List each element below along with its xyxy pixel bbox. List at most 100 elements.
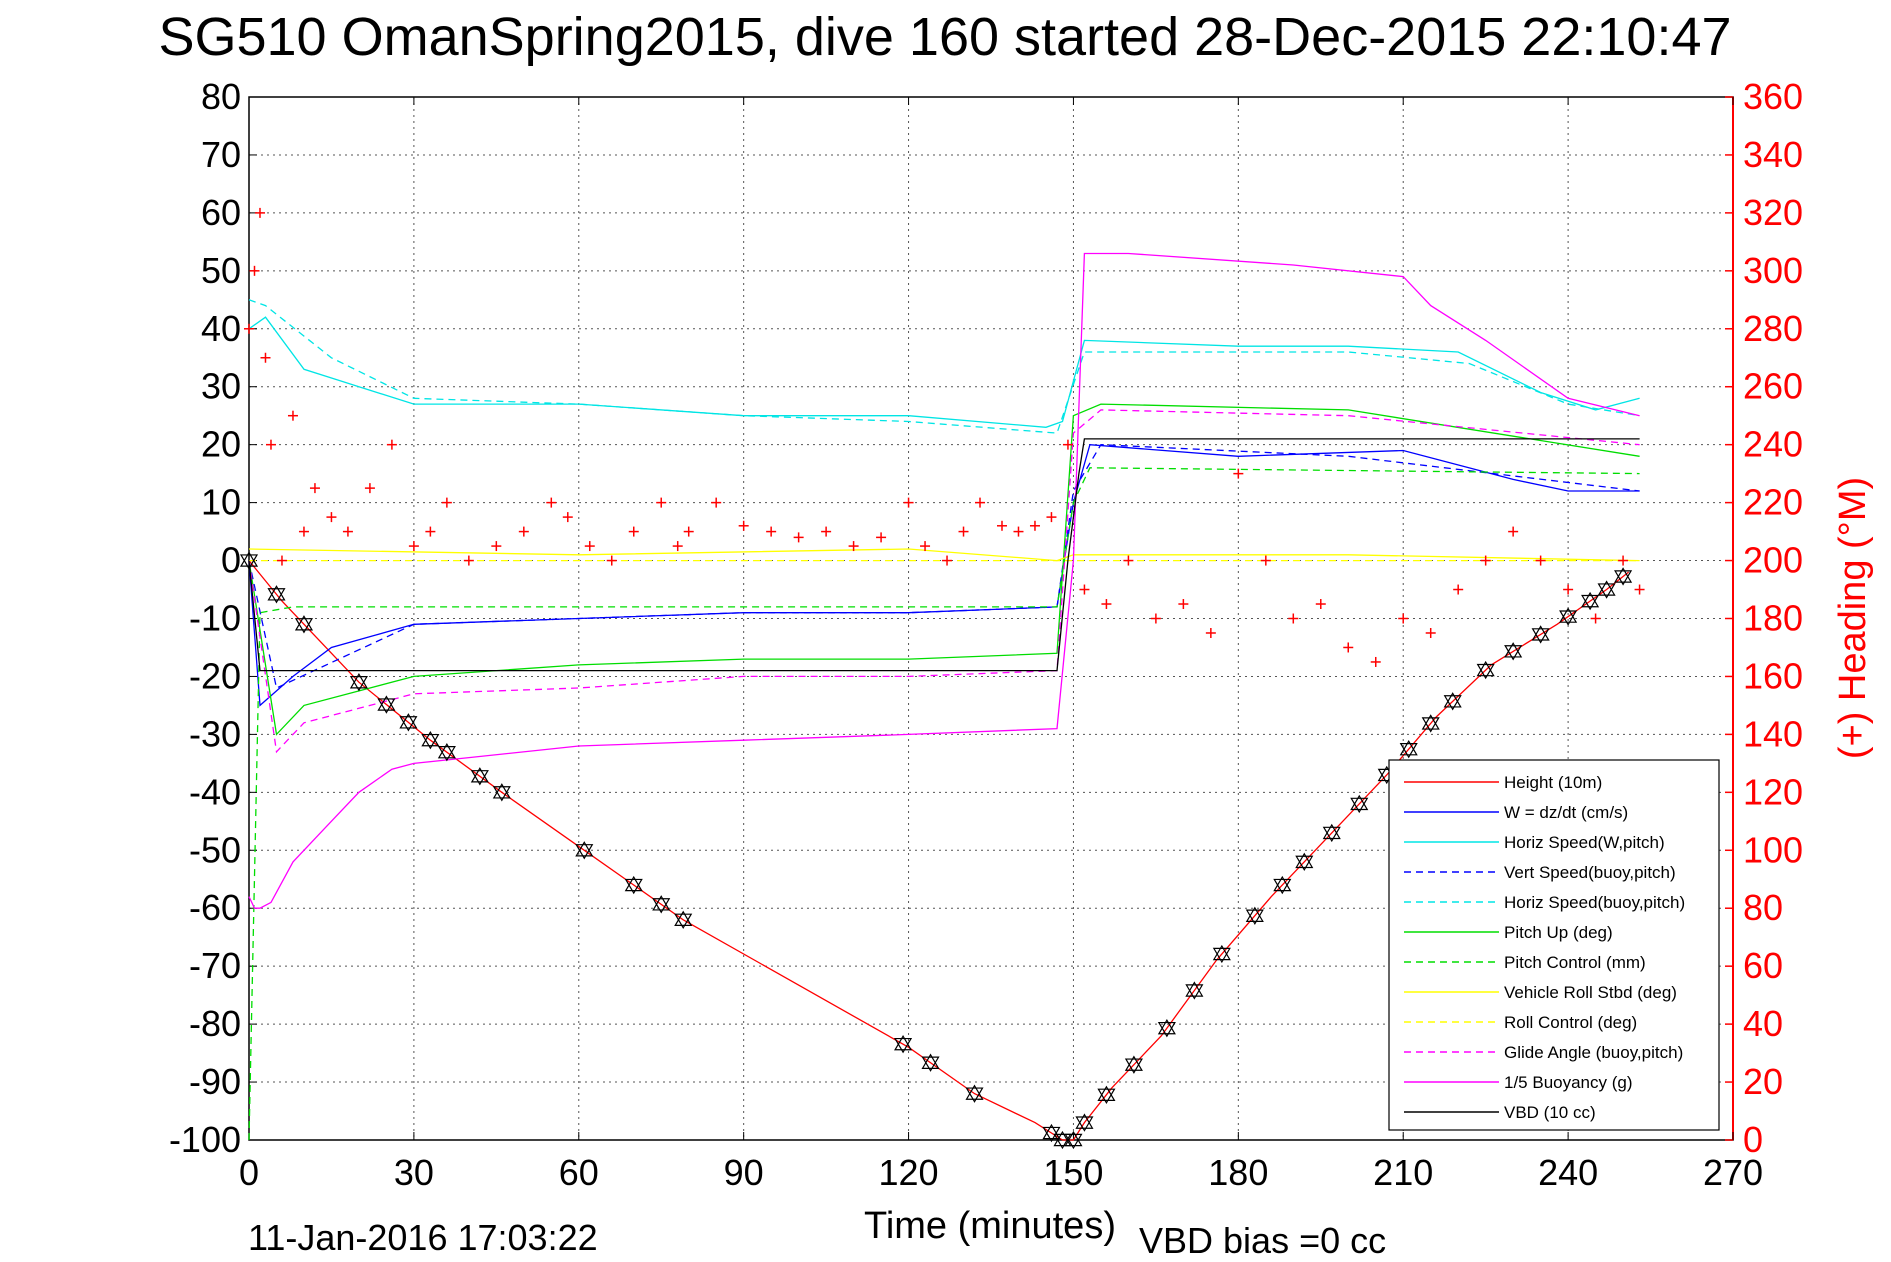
legend-label: VBD (10 cc) [1504,1103,1596,1122]
heading-point [876,532,887,543]
chart-title: SG510 OmanSpring2015, dive 160 started 2… [158,7,1731,67]
y-tick-label: 60 [201,192,241,233]
x-tick-label: 120 [879,1152,939,1193]
heading-point [1398,613,1409,624]
height-marker [965,1084,984,1103]
heading-point [491,541,502,552]
y2-tick-label: 0 [1743,1119,1763,1160]
legend-box [1388,759,1720,1131]
height-marker [1322,823,1341,843]
heading-point [942,555,953,566]
y-tick-label: -80 [189,1003,241,1044]
heading-point [1480,555,1491,566]
y2-tick-label: 340 [1743,134,1803,175]
heading-point [441,497,452,508]
y-tick-label: 80 [201,76,241,117]
height-marker [1295,852,1314,872]
heading-point [364,483,375,494]
heading-point [287,410,298,421]
y-tick-label: -90 [189,1061,241,1102]
height-marker [1597,580,1616,599]
height-marker [1185,981,1204,1000]
heading-point [265,439,276,450]
height-marker [349,673,368,692]
y-tick-label: -40 [189,771,241,812]
heading-point [1013,526,1024,537]
height-marker [294,615,314,634]
height-marker [470,767,489,786]
height-marker [1273,875,1292,895]
heading-point [1123,555,1134,566]
height-marker [1124,1055,1143,1074]
height-marker [492,783,511,802]
height-markers [239,551,1633,1150]
y-tick-label: -70 [189,945,241,986]
heading-point [1370,656,1381,667]
series-group [248,252,1640,1141]
heading-point [672,541,683,552]
heading-point [298,526,309,537]
height-marker [1157,1018,1176,1038]
heading-point [244,323,254,334]
heading-point [1425,627,1436,638]
x-axis: 0 30 60 90 120 150 180 210 240 270 [239,97,1763,1193]
height-marker [1504,642,1523,661]
y2-tick-label: 160 [1743,655,1803,696]
heading-point [1634,584,1645,595]
height-marker [1531,625,1550,644]
y2-axis-label: (+) Heading (°M) [1832,477,1874,759]
heading-point [606,555,617,566]
height-marker [1245,906,1264,925]
y-tick-label: 30 [201,366,241,407]
y-tick-label: -100 [169,1119,241,1160]
legend-label: Vert Speed(buoy,pitch) [1504,863,1676,882]
heading-point [584,541,595,552]
heading-markers [244,207,1645,667]
heading-point [628,526,639,537]
heading-point [518,526,529,537]
height-marker [1064,1130,1083,1150]
y-axis-left: 80 70 60 50 40 30 20 10 0 -10 -20 -30 -40 -50 -60 -70 -8… [169,76,257,1160]
y-tick-label: -10 [189,598,241,639]
x-tick-label: 90 [724,1152,764,1193]
heading-point [1150,613,1161,624]
height-marker [239,551,259,570]
heading-point [1178,599,1189,610]
heading-point [1288,613,1299,624]
x-tick-label: 150 [1043,1152,1103,1193]
height-marker [1443,692,1462,711]
height-marker [1421,714,1440,733]
heading-point [463,555,474,566]
height-marker [437,743,456,762]
y2-tick-label: 220 [1743,482,1803,523]
height-marker [1614,567,1633,586]
heading-point [958,526,969,537]
series-line-6 [248,467,1640,1141]
y-tick-label: -20 [189,655,241,696]
heading-point [711,497,722,508]
y-tick-label: -60 [189,887,241,928]
x-axis-label: Time (minutes) [864,1205,1116,1247]
y-tick-label: -50 [189,829,241,870]
y2-tick-label: 60 [1743,945,1783,986]
height-marker [1097,1085,1116,1104]
y2-tick-label: 80 [1743,887,1783,928]
series-line-2 [248,316,1640,428]
heading-point [562,512,573,523]
heading-point [249,265,260,276]
series-line-10 [248,252,1640,909]
heading-point [309,483,320,494]
series-line-4 [248,299,1640,434]
height-marker [1581,591,1600,611]
legend-label: Glide Angle (buoy,pitch) [1504,1043,1683,1062]
heading-point [1618,555,1629,566]
heading-point [975,497,986,508]
heading-point [546,497,557,508]
height-marker [421,730,440,750]
legend-label: Horiz Speed(W,pitch) [1504,833,1665,852]
heading-point [1315,599,1326,610]
footer-vbd-bias: VBD bias =0 cc [1139,1220,1386,1261]
heading-point [1590,613,1601,624]
height-marker [624,875,643,895]
